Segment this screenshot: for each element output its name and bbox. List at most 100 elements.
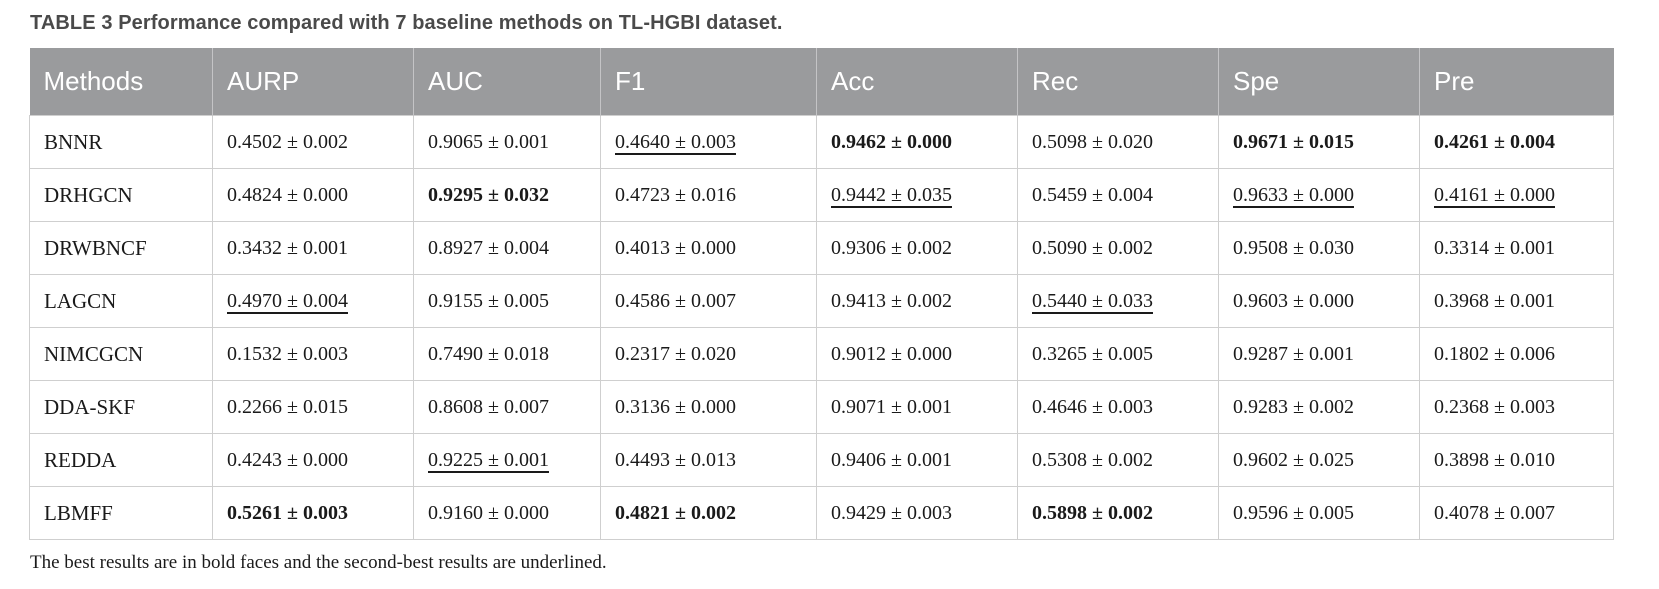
cell-rec: 0.4646 ± 0.003 bbox=[1017, 380, 1219, 434]
cell-f1: 0.3136 ± 0.000 bbox=[600, 380, 817, 434]
cell-aurp: 0.4243 ± 0.000 bbox=[212, 433, 414, 487]
table-row: DRHGCN 0.4824 ± 0.000 0.9295 ± 0.032 0.4723… bbox=[29, 168, 1614, 222]
metric-value: 0.9413 ± 0.002 bbox=[831, 289, 952, 312]
metric-value: 0.8608 ± 0.007 bbox=[428, 395, 549, 418]
metric-value: 0.1532 ± 0.003 bbox=[227, 342, 348, 365]
best-value: 0.9295 ± 0.032 bbox=[428, 183, 549, 206]
metric-value: 0.1802 ± 0.006 bbox=[1434, 342, 1555, 365]
metric-value: 0.5090 ± 0.002 bbox=[1032, 236, 1153, 259]
metric-value: 0.8927 ± 0.004 bbox=[428, 236, 549, 259]
metric-value: 0.9596 ± 0.005 bbox=[1233, 501, 1354, 524]
cell-f1: 0.4821 ± 0.002 bbox=[600, 486, 817, 540]
cell-rec: 0.5459 ± 0.004 bbox=[1017, 168, 1219, 222]
metric-value: 0.9283 ± 0.002 bbox=[1233, 395, 1354, 418]
metric-value: 0.9287 ± 0.001 bbox=[1233, 342, 1354, 365]
header-aurp: AURP bbox=[212, 48, 414, 116]
metric-value: 0.2266 ± 0.015 bbox=[227, 395, 348, 418]
best-value: 0.4261 ± 0.004 bbox=[1434, 130, 1555, 153]
cell-aurp: 0.4824 ± 0.000 bbox=[212, 168, 414, 222]
metric-value: 0.9071 ± 0.001 bbox=[831, 395, 952, 418]
metric-value: 0.3432 ± 0.001 bbox=[227, 236, 348, 259]
metric-value: 0.7490 ± 0.018 bbox=[428, 342, 549, 365]
header-row: Methods AURP AUC F1 Acc Rec Spe Pre bbox=[29, 48, 1614, 116]
metric-value: 0.9306 ± 0.002 bbox=[831, 236, 952, 259]
second-best-value: 0.4970 ± 0.004 bbox=[227, 289, 348, 312]
cell-pre: 0.1802 ± 0.006 bbox=[1419, 327, 1614, 381]
cell-acc: 0.9406 ± 0.001 bbox=[816, 433, 1018, 487]
metric-value: 0.3968 ± 0.001 bbox=[1434, 289, 1555, 312]
cell-auc: 0.8608 ± 0.007 bbox=[413, 380, 601, 434]
metric-value: 0.4078 ± 0.007 bbox=[1434, 501, 1555, 524]
cell-rec: 0.3265 ± 0.005 bbox=[1017, 327, 1219, 381]
cell-pre: 0.3314 ± 0.001 bbox=[1419, 221, 1614, 275]
metric-value: 0.4586 ± 0.007 bbox=[615, 289, 736, 312]
table-row: BNNR 0.4502 ± 0.002 0.9065 ± 0.001 0.4640 ±… bbox=[29, 115, 1614, 169]
metric-value: 0.9603 ± 0.000 bbox=[1233, 289, 1354, 312]
cell-f1: 0.4640 ± 0.003 bbox=[600, 115, 817, 169]
best-value: 0.9671 ± 0.015 bbox=[1233, 130, 1354, 153]
cell-auc: 0.7490 ± 0.018 bbox=[413, 327, 601, 381]
cell-auc: 0.8927 ± 0.004 bbox=[413, 221, 601, 275]
metric-value: 0.5459 ± 0.004 bbox=[1032, 183, 1153, 206]
metric-value: 0.5098 ± 0.020 bbox=[1032, 130, 1153, 153]
cell-rec: 0.5440 ± 0.033 bbox=[1017, 274, 1219, 328]
cell-pre: 0.4261 ± 0.004 bbox=[1419, 115, 1614, 169]
header-f1: F1 bbox=[600, 48, 817, 116]
cell-f1: 0.4013 ± 0.000 bbox=[600, 221, 817, 275]
cell-acc: 0.9413 ± 0.002 bbox=[816, 274, 1018, 328]
table-row: NIMCGCN 0.1532 ± 0.003 0.7490 ± 0.018 0.231… bbox=[29, 327, 1614, 381]
second-best-value: 0.9442 ± 0.035 bbox=[831, 183, 952, 206]
metric-value: 0.9065 ± 0.001 bbox=[428, 130, 549, 153]
table-caption: TABLE 3 Performance compared with 7 base… bbox=[30, 12, 783, 34]
cell-f1: 0.4586 ± 0.007 bbox=[600, 274, 817, 328]
second-best-value: 0.9225 ± 0.001 bbox=[428, 448, 549, 471]
metric-value: 0.4243 ± 0.000 bbox=[227, 448, 348, 471]
cell-rec: 0.5898 ± 0.002 bbox=[1017, 486, 1219, 540]
results-table: Methods AURP AUC F1 Acc Rec Spe Pre BNNR… bbox=[29, 48, 1614, 540]
cell-auc: 0.9155 ± 0.005 bbox=[413, 274, 601, 328]
metric-value: 0.9160 ± 0.000 bbox=[428, 501, 549, 524]
cell-spe: 0.9633 ± 0.000 bbox=[1218, 168, 1420, 222]
cell-acc: 0.9071 ± 0.001 bbox=[816, 380, 1018, 434]
cell-acc: 0.9306 ± 0.002 bbox=[816, 221, 1018, 275]
cell-pre: 0.3898 ± 0.010 bbox=[1419, 433, 1614, 487]
method-name-cell: LBMFF bbox=[29, 486, 213, 540]
cell-pre: 0.2368 ± 0.003 bbox=[1419, 380, 1614, 434]
metric-value: 0.3898 ± 0.010 bbox=[1434, 448, 1555, 471]
best-value: 0.5898 ± 0.002 bbox=[1032, 501, 1153, 524]
table-row: LAGCN 0.4970 ± 0.004 0.9155 ± 0.005 0.4586 … bbox=[29, 274, 1614, 328]
header-pre: Pre bbox=[1419, 48, 1614, 116]
method-name-cell: NIMCGCN bbox=[29, 327, 213, 381]
metric-value: 0.9155 ± 0.005 bbox=[428, 289, 549, 312]
table-footnote: The best results are in bold faces and t… bbox=[30, 552, 607, 573]
cell-spe: 0.9508 ± 0.030 bbox=[1218, 221, 1420, 275]
cell-f1: 0.4493 ± 0.013 bbox=[600, 433, 817, 487]
cell-rec: 0.5098 ± 0.020 bbox=[1017, 115, 1219, 169]
metric-value: 0.3265 ± 0.005 bbox=[1032, 342, 1153, 365]
header-auc: AUC bbox=[413, 48, 601, 116]
second-best-value: 0.9633 ± 0.000 bbox=[1233, 183, 1354, 206]
cell-aurp: 0.5261 ± 0.003 bbox=[212, 486, 414, 540]
table-header: Methods AURP AUC F1 Acc Rec Spe Pre bbox=[29, 48, 1614, 116]
best-value: 0.4821 ± 0.002 bbox=[615, 501, 736, 524]
cell-auc: 0.9065 ± 0.001 bbox=[413, 115, 601, 169]
cell-aurp: 0.1532 ± 0.003 bbox=[212, 327, 414, 381]
metric-value: 0.4502 ± 0.002 bbox=[227, 130, 348, 153]
metric-value: 0.4493 ± 0.013 bbox=[615, 448, 736, 471]
metric-value: 0.9012 ± 0.000 bbox=[831, 342, 952, 365]
metric-value: 0.4646 ± 0.003 bbox=[1032, 395, 1153, 418]
method-name-cell: DRHGCN bbox=[29, 168, 213, 222]
header-acc: Acc bbox=[816, 48, 1018, 116]
metric-value: 0.4723 ± 0.016 bbox=[615, 183, 736, 206]
cell-spe: 0.9671 ± 0.015 bbox=[1218, 115, 1420, 169]
cell-acc: 0.9442 ± 0.035 bbox=[816, 168, 1018, 222]
cell-acc: 0.9462 ± 0.000 bbox=[816, 115, 1018, 169]
metric-value: 0.3136 ± 0.000 bbox=[615, 395, 736, 418]
metric-value: 0.9406 ± 0.001 bbox=[831, 448, 952, 471]
cell-spe: 0.9596 ± 0.005 bbox=[1218, 486, 1420, 540]
metric-value: 0.4013 ± 0.000 bbox=[615, 236, 736, 259]
cell-spe: 0.9602 ± 0.025 bbox=[1218, 433, 1420, 487]
cell-spe: 0.9283 ± 0.002 bbox=[1218, 380, 1420, 434]
table-body: BNNR 0.4502 ± 0.002 0.9065 ± 0.001 0.4640 ±… bbox=[29, 115, 1614, 540]
header-rec: Rec bbox=[1017, 48, 1219, 116]
